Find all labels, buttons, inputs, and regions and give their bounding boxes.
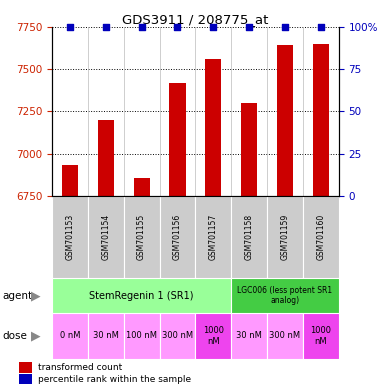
Bar [195,196,231,278]
Point [139,24,145,30]
Point [210,24,216,30]
Text: GSM701160: GSM701160 [316,214,325,260]
Bar [267,196,303,278]
Bar [19,374,32,384]
Bar [62,166,78,196]
Bar [169,83,186,196]
Bar [98,120,114,196]
Bar [52,278,231,313]
Bar [52,313,88,359]
Text: 100 nM: 100 nM [126,331,157,341]
Point [174,24,181,30]
Bar [241,103,257,196]
Bar [124,196,159,278]
Text: GSM701157: GSM701157 [209,214,218,260]
Bar [231,278,339,313]
Bar [231,313,267,359]
Point [103,24,109,30]
Bar [159,196,196,278]
Bar [88,313,124,359]
Bar [124,313,159,359]
Text: GSM701159: GSM701159 [281,214,290,260]
Point [246,24,252,30]
Text: percentile rank within the sample: percentile rank within the sample [38,375,191,384]
Bar [19,362,32,373]
Text: dose: dose [2,331,27,341]
Bar [88,196,124,278]
Bar [303,313,339,359]
Text: 30 nM: 30 nM [236,331,262,341]
Bar [303,196,339,278]
Bar [267,313,303,359]
Bar [134,178,150,196]
Bar [313,44,329,196]
Text: GSM701154: GSM701154 [101,214,110,260]
Title: GDS3911 / 208775_at: GDS3911 / 208775_at [122,13,269,26]
Text: 1000
nM: 1000 nM [310,326,331,346]
Text: transformed count: transformed count [38,362,122,372]
Text: ▶: ▶ [31,329,40,343]
Text: agent: agent [2,291,32,301]
Bar [231,196,267,278]
Text: 300 nM: 300 nM [270,331,301,341]
Bar [205,59,221,196]
Text: StemRegenin 1 (SR1): StemRegenin 1 (SR1) [89,291,194,301]
Text: 0 nM: 0 nM [60,331,80,341]
Text: LGC006 (less potent SR1
analog): LGC006 (less potent SR1 analog) [238,286,333,305]
Text: 1000
nM: 1000 nM [203,326,224,346]
Text: ▶: ▶ [31,289,40,302]
Point [282,24,288,30]
Text: GSM701156: GSM701156 [173,214,182,260]
Point [318,24,324,30]
Text: GSM701158: GSM701158 [244,214,254,260]
Text: GSM701155: GSM701155 [137,214,146,260]
Text: GSM701153: GSM701153 [65,214,74,260]
Bar [277,45,293,196]
Text: 30 nM: 30 nM [93,331,119,341]
Bar [52,196,88,278]
Point [67,24,73,30]
Text: 300 nM: 300 nM [162,331,193,341]
Bar [159,313,196,359]
Bar [195,313,231,359]
